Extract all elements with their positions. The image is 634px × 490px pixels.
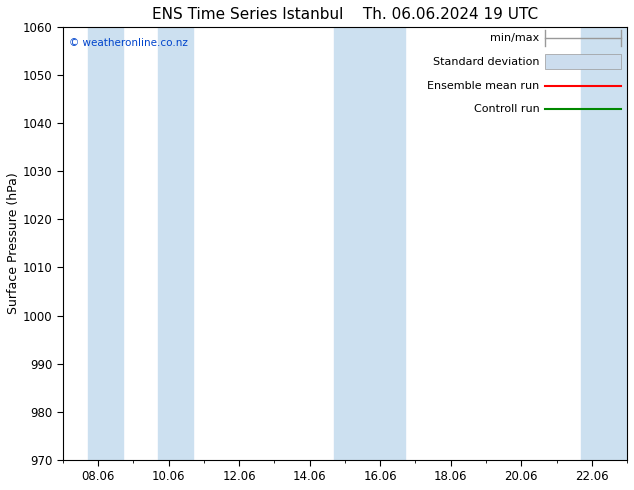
Text: © weatheronline.co.nz: © weatheronline.co.nz — [68, 38, 188, 48]
Bar — [581, 27, 627, 460]
Bar — [545, 54, 621, 70]
Bar — [334, 27, 370, 460]
Text: min/max: min/max — [490, 33, 540, 43]
Text: Standard deviation: Standard deviation — [433, 57, 540, 67]
Bar — [370, 27, 405, 460]
Text: Controll run: Controll run — [474, 104, 540, 115]
Y-axis label: Surface Pressure (hPa): Surface Pressure (hPa) — [7, 172, 20, 314]
Bar — [87, 27, 123, 460]
Text: Ensemble mean run: Ensemble mean run — [427, 81, 540, 91]
Title: ENS Time Series Istanbul    Th. 06.06.2024 19 UTC: ENS Time Series Istanbul Th. 06.06.2024 … — [152, 7, 538, 22]
Bar — [158, 27, 193, 460]
